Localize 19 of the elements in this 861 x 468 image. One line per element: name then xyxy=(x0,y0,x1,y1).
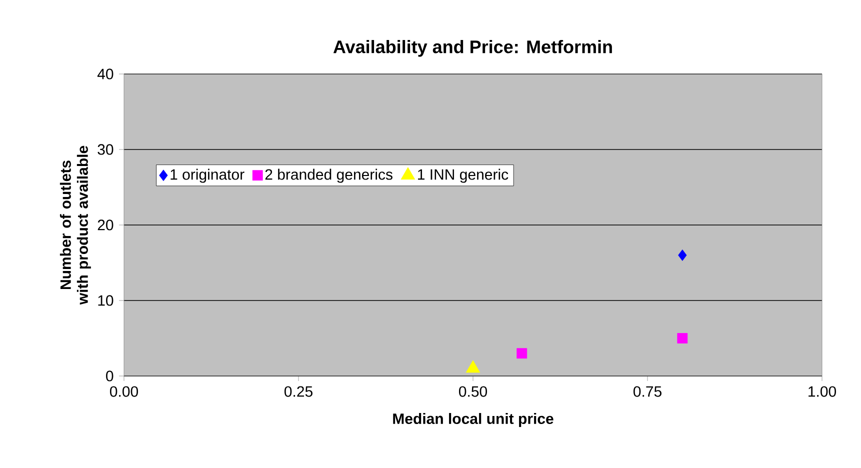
x-tick-label: 0.50 xyxy=(458,386,488,397)
x-axis-title: Median local unit price xyxy=(393,413,554,427)
y-tick-label: 10 xyxy=(98,295,114,306)
x-tick-label: 0.75 xyxy=(633,386,662,397)
x-tick-label: 0.00 xyxy=(110,386,138,397)
legend-label: 1 originator xyxy=(170,168,244,183)
y-tick-label: 20 xyxy=(98,220,114,230)
point xyxy=(516,348,528,359)
point xyxy=(678,250,687,261)
legend-label: 1 INN generic xyxy=(418,168,508,183)
y-tick-label: 0 xyxy=(106,370,114,382)
legend-label: 2 branded generics xyxy=(265,168,392,183)
point xyxy=(677,333,688,344)
y-tick-label: 30 xyxy=(98,144,114,155)
x-tick-label: 0.25 xyxy=(284,386,312,397)
y-axis-title: Number of outlets with product available xyxy=(60,146,91,305)
chart-title: Availability and Price: Metformin xyxy=(333,40,612,57)
x-tick-label: 1.00 xyxy=(808,386,836,397)
y-tick-label: 40 xyxy=(97,68,114,80)
